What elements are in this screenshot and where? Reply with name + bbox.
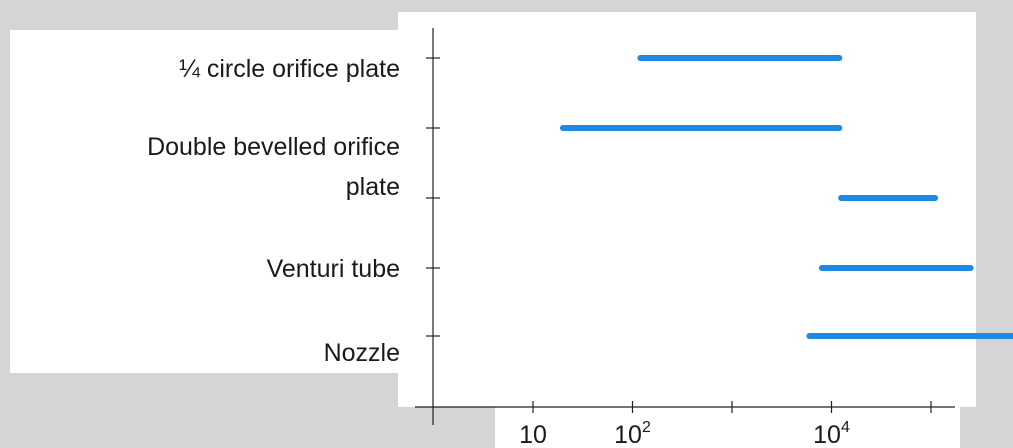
x-tick-label: 104: [813, 419, 850, 448]
label-panel: [10, 30, 410, 373]
category-label: Venturi tube: [267, 255, 400, 283]
x-tick-label: 10: [519, 421, 547, 448]
category-label: plate: [346, 173, 400, 201]
x-tick-label: 102: [614, 419, 651, 448]
tick-label-panel: [495, 405, 960, 448]
category-label: ¼ circle orifice plate: [179, 55, 400, 83]
category-label: Double bevelled orifice: [147, 133, 400, 161]
plot-panel: [398, 12, 976, 407]
chart-layer: 10102104106¼ circle orifice plateDouble …: [147, 28, 1013, 448]
category-label: Nozzle: [324, 339, 400, 367]
